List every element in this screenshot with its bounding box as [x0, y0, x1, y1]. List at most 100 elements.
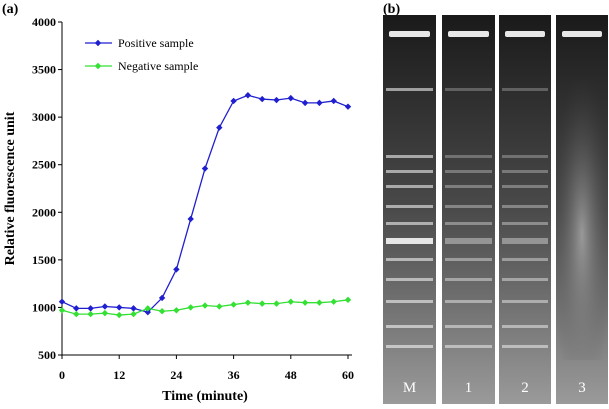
data-point	[316, 99, 323, 107]
data-point	[244, 92, 252, 99]
gel-smear	[556, 80, 608, 360]
gel-band	[502, 155, 548, 158]
gel-band	[386, 258, 433, 261]
data-point	[101, 309, 109, 317]
data-point	[273, 300, 280, 307]
data-point	[158, 308, 166, 315]
data-point	[259, 95, 266, 103]
gel-band	[386, 170, 433, 173]
gel-band	[386, 278, 433, 281]
gel-band	[445, 170, 492, 173]
gel-band	[386, 205, 433, 208]
data-point	[58, 298, 66, 305]
legend-label: Positive sample	[118, 36, 194, 50]
data-point	[330, 97, 337, 105]
data-point	[230, 301, 237, 308]
well-band	[562, 31, 602, 37]
gel-band	[502, 325, 548, 328]
data-point	[273, 96, 280, 104]
gel-band	[386, 300, 433, 303]
legend-label: Negative sample	[118, 59, 198, 73]
data-point	[73, 310, 80, 318]
data-point	[173, 307, 180, 314]
data-point	[187, 304, 194, 311]
x-tick-label: 24	[170, 368, 182, 382]
gel-band	[502, 300, 548, 303]
lane-label: 1	[465, 380, 473, 396]
data-point	[216, 303, 223, 310]
data-point	[316, 299, 323, 306]
data-point	[87, 305, 94, 312]
gel-lane	[442, 15, 495, 404]
data-point	[101, 303, 109, 310]
gel-band	[386, 345, 433, 348]
data-point	[144, 305, 151, 312]
panel-label: (a)	[2, 2, 19, 17]
well-band	[505, 31, 545, 37]
gel-band	[502, 278, 548, 281]
well-band	[389, 31, 430, 37]
data-point	[201, 165, 209, 172]
gel-band	[502, 222, 548, 225]
gel-band	[445, 238, 492, 244]
gel-band	[502, 345, 548, 348]
well-band	[448, 31, 489, 37]
legend-marker	[94, 39, 102, 47]
x-tick-label: 48	[285, 368, 297, 382]
data-point	[158, 294, 166, 302]
y-tick-label: 2000	[32, 205, 56, 219]
gel-band	[386, 88, 433, 91]
data-point	[301, 299, 309, 306]
gel-band	[386, 185, 433, 188]
data-point	[216, 124, 223, 131]
gel-image: (b) M 1 2 3	[383, 2, 608, 404]
x-tick-label: 36	[228, 368, 240, 382]
gel-band	[445, 205, 492, 208]
gel-band	[502, 170, 548, 173]
gel-band	[386, 222, 433, 225]
gel-band	[445, 325, 492, 328]
data-point	[130, 310, 137, 318]
data-point	[144, 308, 151, 316]
y-tick-label: 3000	[32, 110, 56, 124]
y-tick-label: 1000	[32, 300, 56, 314]
data-point	[73, 305, 80, 312]
gel-band	[502, 185, 548, 188]
gel-band	[445, 258, 492, 261]
gel-band	[445, 278, 492, 281]
y-axis-title: Relative fluorescence unit	[3, 111, 18, 265]
gel-band	[386, 238, 433, 244]
data-point	[287, 298, 294, 305]
data-point	[344, 296, 352, 304]
data-point	[187, 215, 194, 223]
data-point	[259, 300, 266, 307]
gel-band	[445, 345, 492, 348]
lane-label: M	[403, 380, 416, 396]
data-point	[173, 266, 180, 273]
gel-band	[445, 88, 492, 91]
y-tick-label: 4000	[32, 15, 56, 29]
data-point	[130, 305, 137, 312]
panel-label: (b)	[383, 2, 400, 17]
y-tick-label: 500	[38, 348, 56, 362]
gel-band	[502, 88, 548, 91]
data-point	[301, 99, 309, 107]
data-point	[344, 103, 352, 110]
data-point	[287, 94, 294, 102]
data-point	[87, 310, 94, 318]
lane-label: 2	[521, 380, 529, 396]
gel-lane	[499, 15, 551, 404]
y-tick-label: 3500	[32, 63, 56, 77]
data-point	[116, 311, 123, 319]
x-tick-label: 60	[342, 368, 354, 382]
data-point	[201, 302, 209, 309]
x-tick-label: 0	[59, 368, 65, 382]
data-point	[330, 298, 337, 305]
data-point	[244, 299, 252, 306]
x-axis-title: Time (minute)	[162, 389, 248, 404]
gel-band	[502, 238, 548, 244]
gel-band	[445, 222, 492, 225]
gel-band	[386, 155, 433, 158]
line-chart: (a) 500 1000 1500 2000 2500 3000 3500 4000 0 12 24 3…	[2, 2, 354, 404]
